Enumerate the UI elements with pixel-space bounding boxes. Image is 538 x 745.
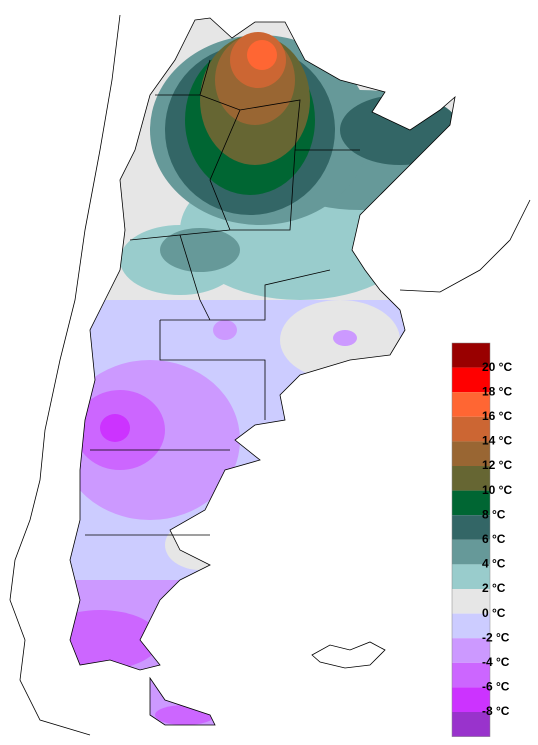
zone <box>333 330 357 346</box>
legend-swatch <box>452 662 490 688</box>
legend-label: 8 °C <box>482 507 506 521</box>
legend-label: 20 °C <box>482 360 512 374</box>
legend-label: 10 °C <box>482 483 512 497</box>
legend-swatch <box>452 564 490 589</box>
legend-label: 6 °C <box>482 532 506 546</box>
legend-swatch <box>452 466 490 491</box>
legend-label: 2 °C <box>482 581 506 595</box>
legend-label: -6 °C <box>482 680 510 694</box>
legend-label: -8 °C <box>482 704 510 718</box>
legend-swatch <box>452 441 490 466</box>
malvinas <box>311 641 386 669</box>
legend-swatch <box>452 490 490 516</box>
legend-label: -4 °C <box>482 655 510 669</box>
legend-frame <box>451 342 491 737</box>
legend-swatch <box>452 539 490 565</box>
zone <box>247 40 277 70</box>
zone <box>155 705 215 725</box>
zone <box>160 228 240 272</box>
legend-label: 16 °C <box>482 409 512 423</box>
zone <box>165 520 235 570</box>
uruguay-coast <box>399 199 531 293</box>
country-outline <box>69 17 456 726</box>
legend-swatch <box>452 613 490 639</box>
legend-swatch <box>452 416 490 442</box>
legend-label: 12 °C <box>482 458 512 472</box>
legend-label: 18 °C <box>482 384 512 398</box>
legend-label: 0 °C <box>482 606 506 620</box>
legend-swatch <box>452 589 490 614</box>
legend-label: -2 °C <box>482 630 510 644</box>
legend-swatch <box>452 712 490 737</box>
zone <box>340 95 455 165</box>
zone <box>213 320 237 340</box>
province-borders <box>85 59 360 536</box>
chile-coast <box>9 14 121 736</box>
legend-label: 4 °C <box>482 557 506 571</box>
legend-swatch <box>452 638 490 663</box>
legend-swatch <box>452 687 490 712</box>
zone <box>70 610 160 670</box>
legend-swatch <box>452 392 490 417</box>
legend-swatch <box>452 343 490 368</box>
legend-label: 14 °C <box>482 434 512 448</box>
legend-swatch <box>452 515 490 540</box>
legend: 20 °C 18 °C 16 °C 14 °C 12 °C 10 °C 8 °C 6 °C 4 … <box>451 342 512 737</box>
legend-swatch <box>452 367 490 393</box>
zone <box>100 414 130 442</box>
